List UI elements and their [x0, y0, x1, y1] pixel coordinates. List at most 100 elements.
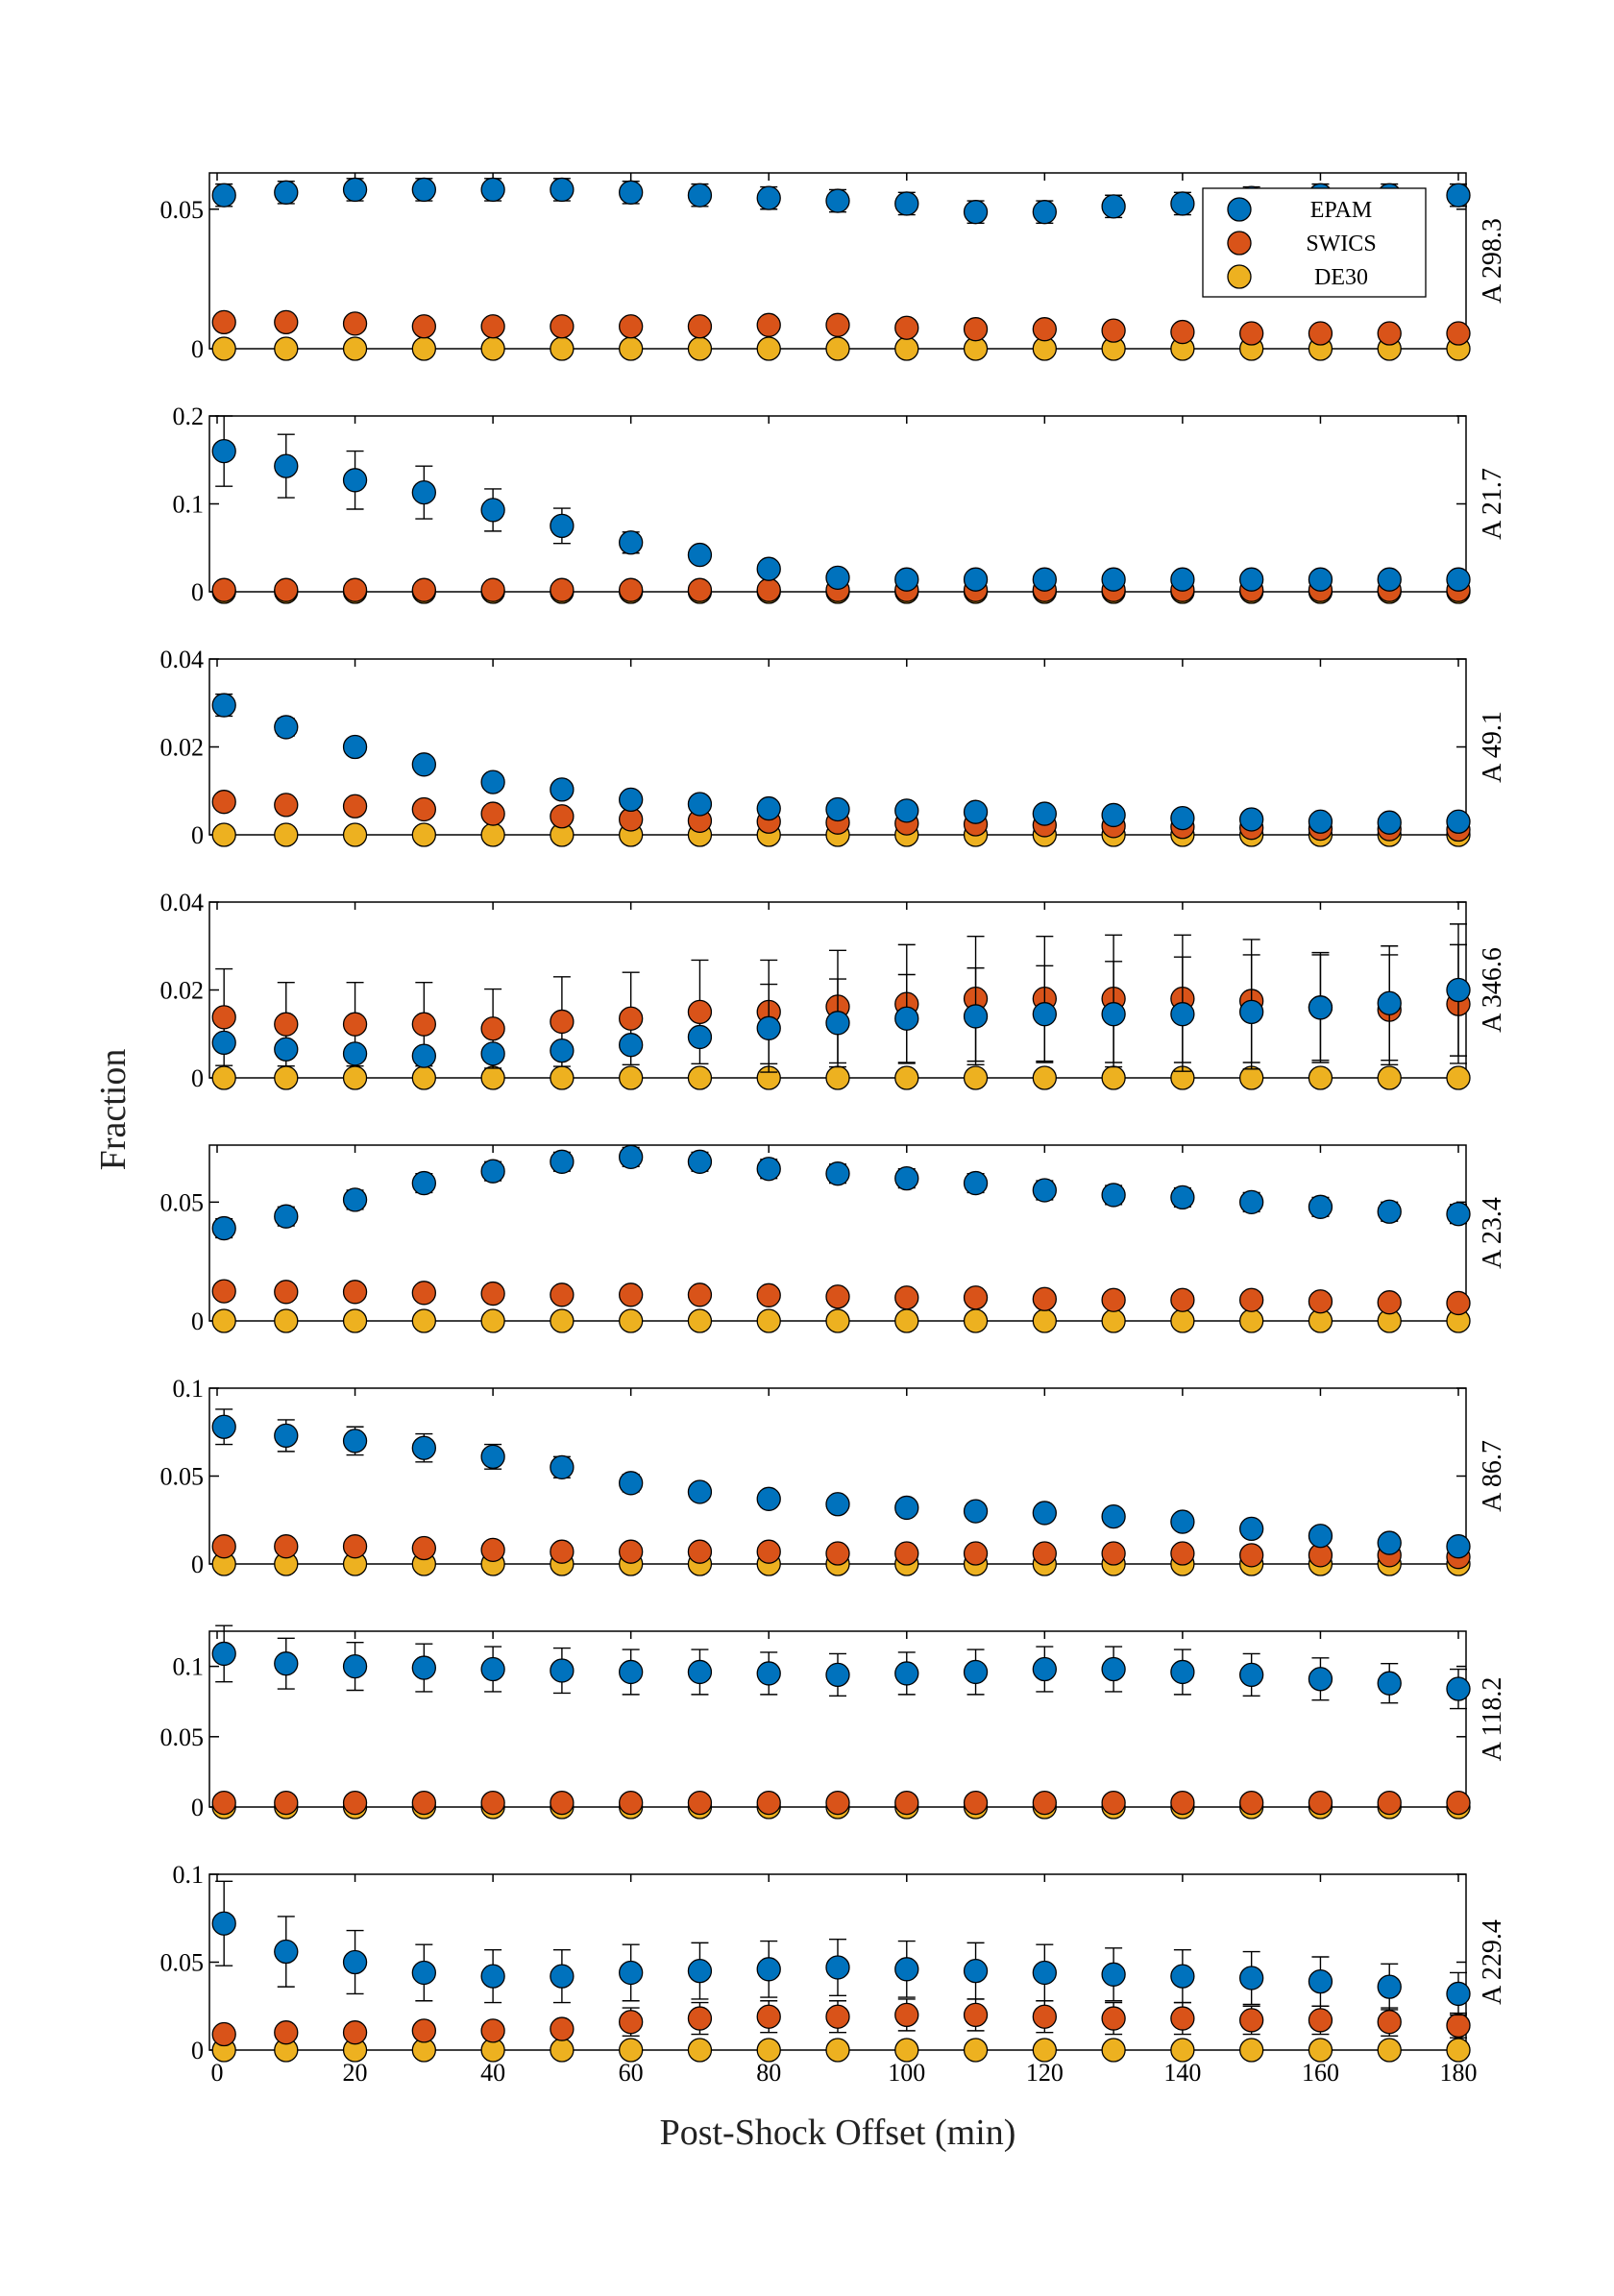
data-point-epam [1170, 567, 1195, 592]
series-epam [211, 693, 1471, 835]
data-point-de30 [687, 336, 713, 361]
data-point-de30 [963, 1308, 989, 1333]
data-point-swics [1446, 1790, 1471, 1816]
data-point-epam [825, 1161, 850, 1186]
x-tick-label: 140 [1163, 2059, 1201, 2087]
legend-marker-epam [1227, 197, 1252, 222]
data-point-swics [963, 1285, 989, 1310]
data-point-epam [342, 1429, 368, 1453]
data-point-epam [1377, 1671, 1402, 1696]
data-point-epam [687, 792, 713, 817]
y-tick-label: 0 [191, 1794, 204, 1821]
data-point-de30 [894, 2038, 919, 2063]
data-point-swics [1377, 1790, 1402, 1816]
x-tick-label: 100 [888, 2059, 925, 2087]
data-point-epam [342, 1949, 368, 1975]
panel-4: 0 0.02 0.04 A 346.6 [160, 889, 1508, 1092]
data-point-de30 [894, 1308, 919, 1333]
data-point-epam [756, 1957, 781, 1982]
data-point-epam [274, 1204, 299, 1229]
data-point-swics [211, 1279, 236, 1304]
x-tick-label: 0 [211, 2059, 224, 2087]
data-point-epam [894, 1006, 919, 1031]
data-point-swics [274, 577, 299, 602]
data-point-epam [1170, 1964, 1195, 1989]
data-point-epam [274, 453, 299, 478]
data-point-swics [1101, 318, 1126, 343]
data-point-epam [1239, 999, 1264, 1025]
data-point-de30 [411, 822, 436, 847]
data-point-epam [1032, 1960, 1057, 1986]
data-point-epam [1032, 567, 1057, 592]
series-swics [211, 934, 1471, 1069]
data-point-de30 [550, 2038, 575, 2063]
y-tick-label: 0.1 [173, 1653, 205, 1681]
data-point-swics [1239, 1790, 1264, 1816]
data-point-swics [411, 2018, 436, 2043]
panel-label: A 118.2 [1478, 1677, 1507, 1762]
legend-label-de30: DE30 [1314, 265, 1368, 290]
data-point-de30 [342, 822, 368, 847]
y-tick-label: 0.05 [160, 1723, 205, 1751]
data-point-epam [550, 513, 575, 539]
data-point-epam [687, 1479, 713, 1504]
data-point-swics [1032, 1541, 1057, 1566]
data-point-epam [411, 1170, 436, 1196]
y-tick-label: 0 [191, 578, 204, 606]
y-tick-label: 0.04 [160, 889, 205, 916]
data-point-swics [211, 1005, 236, 1030]
data-point-de30 [411, 336, 436, 361]
x-tick-label: 20 [343, 2059, 368, 2087]
data-point-epam [480, 1444, 505, 1470]
data-point-swics [687, 1790, 713, 1816]
data-point-epam [1239, 1189, 1264, 1215]
panel-label: A 21.7 [1478, 468, 1507, 540]
data-point-swics [211, 1790, 236, 1816]
data-point-swics [1032, 317, 1057, 342]
series-de30 [211, 1308, 1471, 1333]
data-point-epam [963, 1170, 989, 1196]
data-point-epam [1101, 802, 1126, 828]
y-tick-label: 0.04 [160, 646, 205, 673]
data-point-swics [274, 793, 299, 818]
data-point-epam [687, 1149, 713, 1174]
x-tick-label: 120 [1026, 2059, 1064, 2087]
data-point-epam [756, 1661, 781, 1686]
data-point-epam [550, 1964, 575, 1989]
data-point-epam [1032, 1501, 1057, 1526]
data-point-swics [1170, 2006, 1195, 2031]
data-point-swics [1032, 1790, 1057, 1816]
data-point-epam [894, 1957, 919, 1982]
data-point-epam [342, 734, 368, 760]
y-tick-label: 0.05 [160, 196, 205, 224]
data-point-de30 [480, 1308, 505, 1333]
data-point-swics [894, 1541, 919, 1566]
data-point-epam [894, 1661, 919, 1686]
legend-label-swics: SWICS [1306, 232, 1376, 256]
data-point-epam [1377, 1199, 1402, 1224]
data-point-de30 [342, 336, 368, 361]
data-point-epam [480, 177, 505, 203]
data-point-swics [963, 1790, 989, 1816]
data-point-swics [342, 2020, 368, 2045]
data-point-swics [342, 311, 368, 336]
data-point-epam [1101, 1962, 1126, 1987]
data-point-de30 [274, 336, 299, 361]
data-point-de30 [1170, 2038, 1195, 2063]
data-point-swics [274, 1534, 299, 1559]
data-point-swics [963, 1541, 989, 1566]
data-point-epam [480, 1041, 505, 1066]
y-tick-label: 0 [191, 1307, 204, 1335]
data-point-de30 [1032, 2038, 1057, 2063]
data-point-swics [619, 1539, 644, 1564]
data-point-swics [687, 1282, 713, 1307]
data-point-epam [411, 177, 436, 203]
data-point-epam [1377, 990, 1402, 1015]
y-tick-label: 0.05 [160, 1949, 205, 1977]
legend-label-epam: EPAM [1310, 198, 1372, 223]
data-point-swics [825, 1541, 850, 1566]
data-point-swics [894, 1790, 919, 1816]
data-point-swics [480, 314, 505, 339]
data-point-epam [1101, 194, 1126, 219]
data-point-de30 [550, 336, 575, 361]
